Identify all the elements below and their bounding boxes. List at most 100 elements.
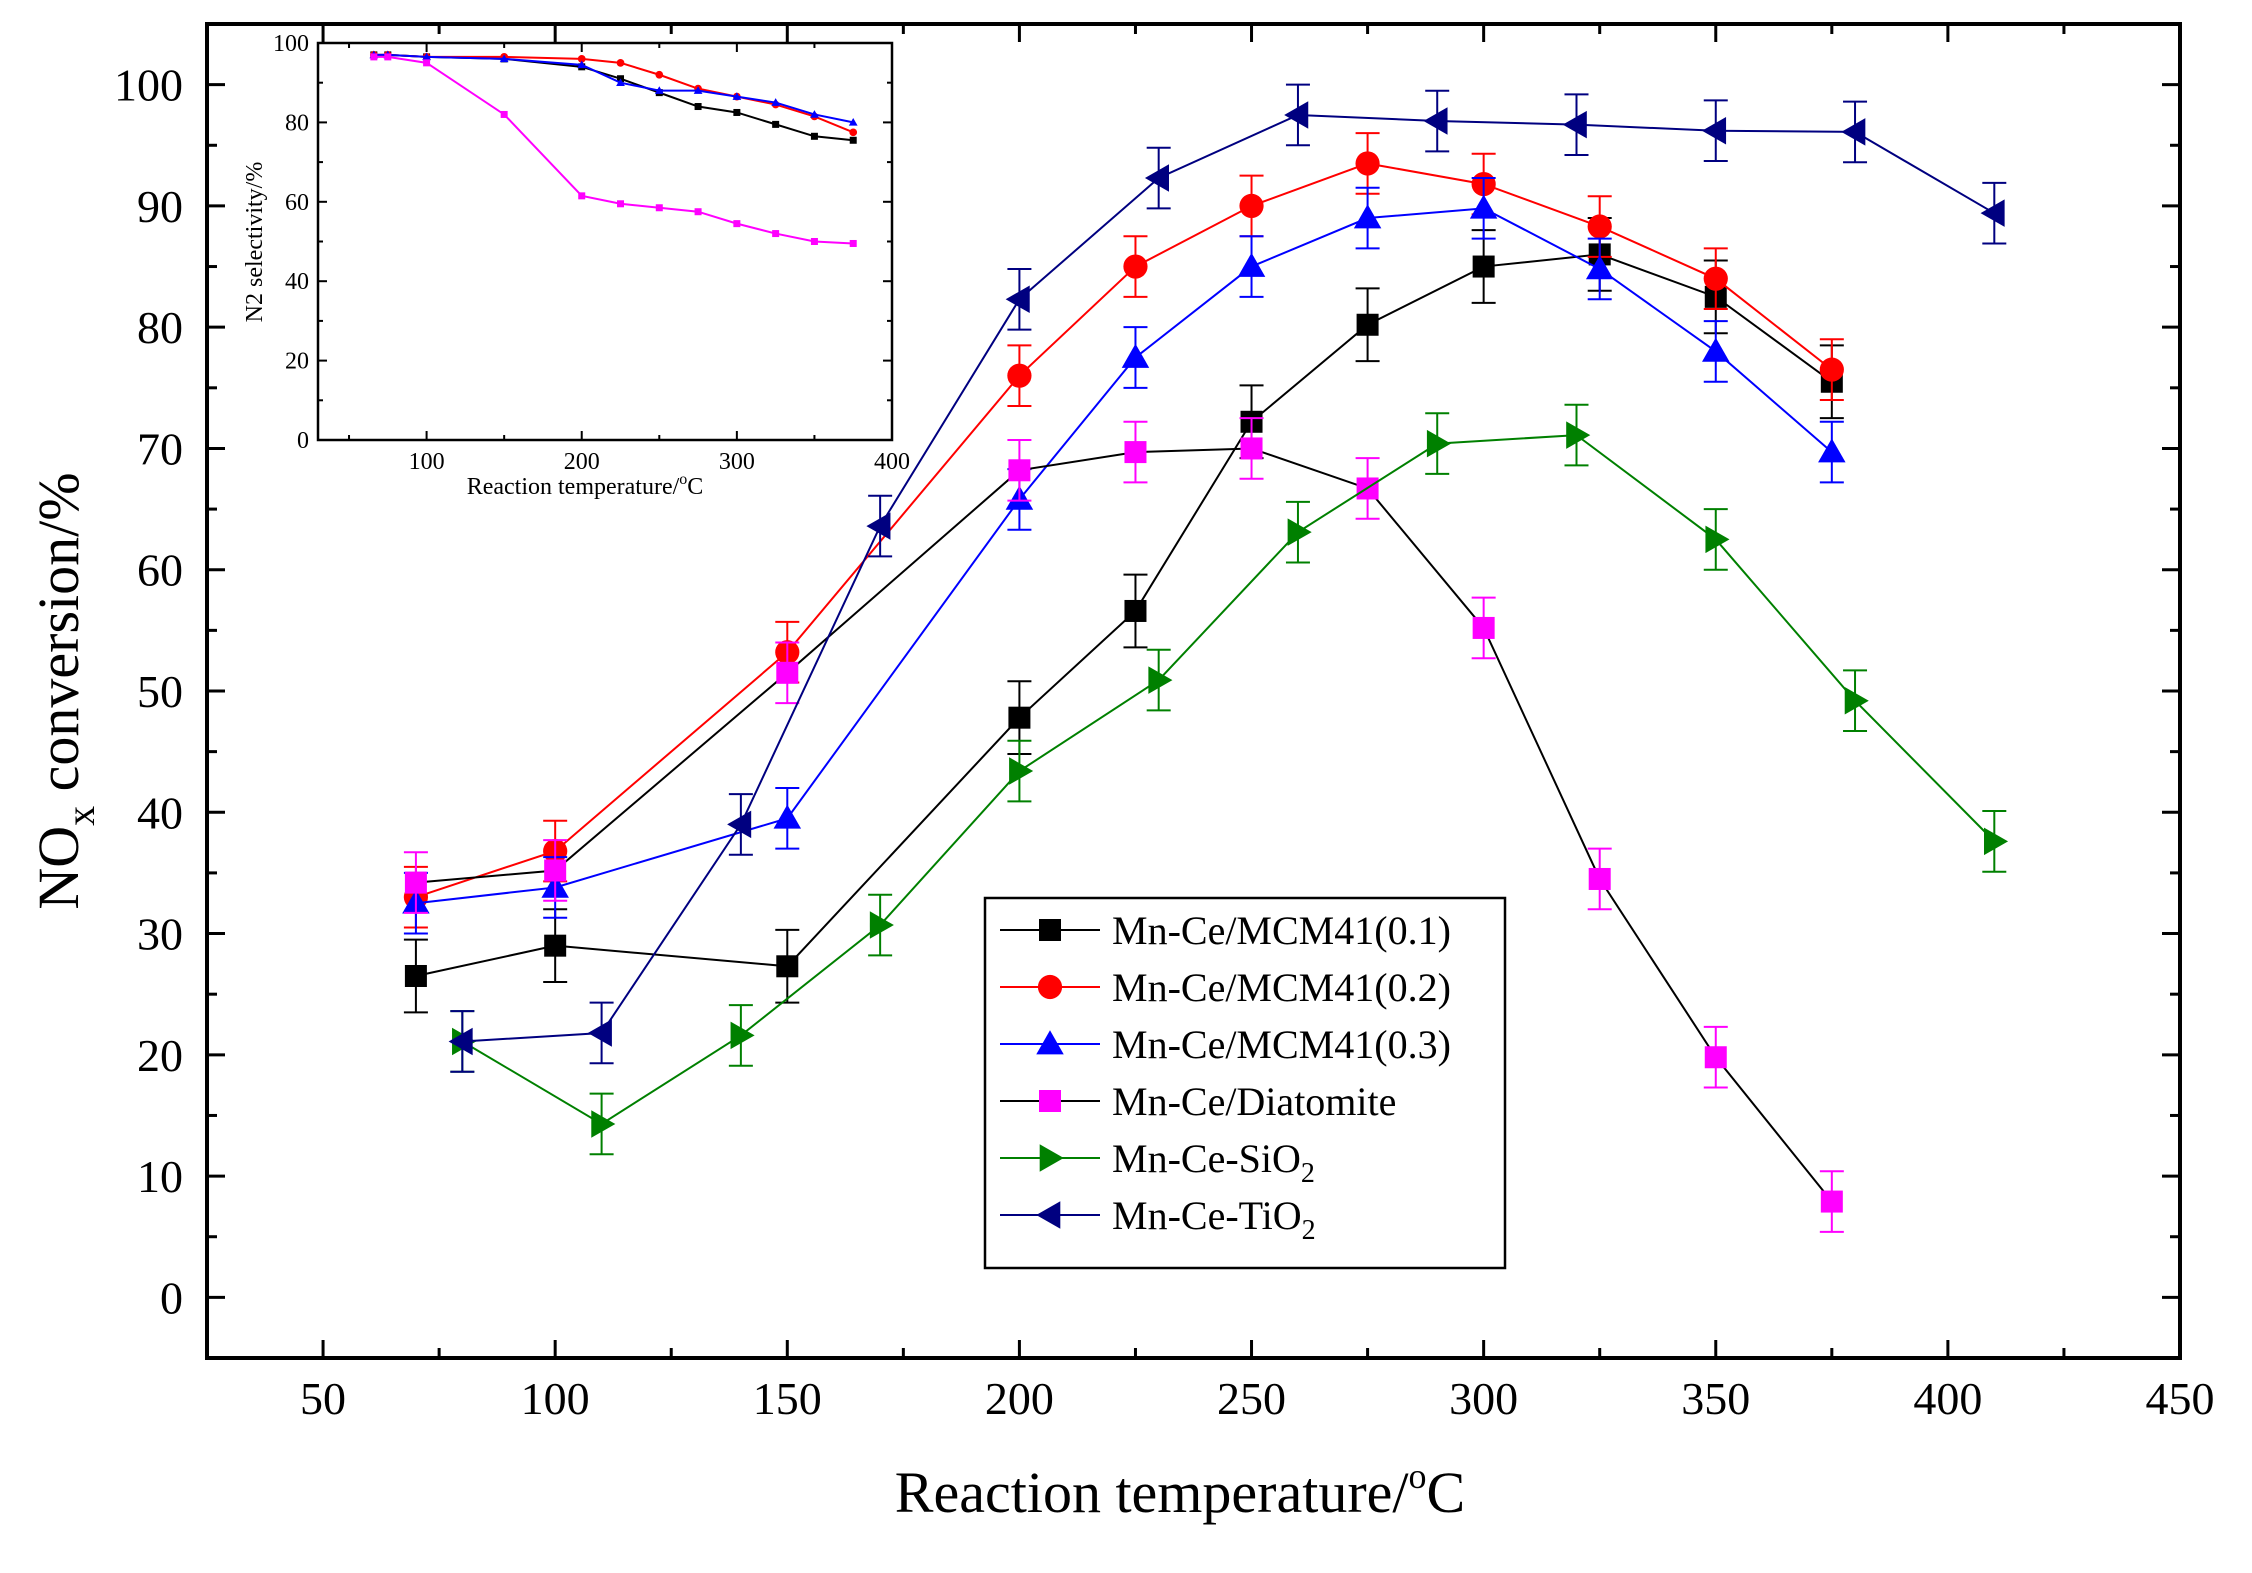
- main-data-point: [1008, 459, 1031, 482]
- inset-data-point: [617, 200, 625, 208]
- main-data-point: [1121, 343, 1150, 368]
- inset-data-point: [655, 204, 663, 212]
- inset-y-tick-label: 40: [285, 269, 309, 295]
- main-data-point: [1005, 285, 1030, 314]
- inset-data-point: [616, 59, 625, 67]
- main-ticks: 50 100 150 200 250 300 350 400 45001020304050607…: [114, 22, 2215, 1424]
- legend-label-text: Mn-Ce-SiO: [1112, 1136, 1301, 1181]
- inset-data-point: [772, 120, 780, 128]
- main-x-axis-title-degree: o: [1409, 1456, 1427, 1496]
- main-data-point: [544, 934, 567, 957]
- main-data-point: [776, 661, 799, 684]
- main-data-point: [1820, 1190, 1843, 1213]
- legend-marker: [1036, 1030, 1064, 1055]
- inset-series-3: [370, 53, 857, 247]
- main-data-point: [1355, 151, 1380, 176]
- main-x-tick-label: 150: [753, 1373, 822, 1424]
- main-data-point: [1588, 867, 1611, 890]
- main-data-point: [404, 871, 427, 894]
- main-x-axis-title-unit: C: [1427, 1460, 1466, 1525]
- main-data-point: [1240, 437, 1263, 460]
- main-data-point: [1148, 666, 1173, 694]
- inset-x-axis-title-degree: o: [679, 471, 687, 488]
- main-series-line: [461, 434, 1996, 1126]
- main-data-point: [1705, 525, 1730, 554]
- main-plot: 50 100 150 200 250 300 350 400 45001020304050607…: [26, 22, 2215, 1525]
- inset-plot: 100 200 300 400 0 20 40 60 80 100 Reaction temper…: [242, 31, 910, 500]
- main-data-point: [1239, 193, 1264, 219]
- inset-y-tick-label: 60: [285, 190, 309, 216]
- legend-marker: [1037, 974, 1063, 1000]
- legend-item-2: Mn-Ce/MCM41(0.3): [1000, 1022, 1451, 1067]
- main-data-point: [448, 1027, 473, 1056]
- inset-y-tick-label: 0: [297, 428, 309, 454]
- inset-data-point: [577, 55, 586, 63]
- main-data-point: [1702, 116, 1727, 145]
- main-y-tick-label: 30: [137, 909, 183, 960]
- inset-y-tick-label: 100: [273, 31, 309, 57]
- main-data-point: [1124, 441, 1147, 464]
- legend-marker: [1036, 1201, 1061, 1229]
- inset-series-line: [373, 53, 854, 124]
- main-series: [402, 83, 2009, 1233]
- main-data-point: [544, 859, 567, 882]
- inset-data-point: [577, 60, 587, 69]
- inset-data-point: [810, 238, 818, 245]
- inset-data-point: [810, 110, 819, 118]
- inset-ticks: 100 200 300 400 0 20 40 60 80 100: [273, 31, 910, 475]
- main-x-tick-label: 400: [1913, 1373, 1982, 1424]
- legend-label: Mn-Ce/Diatomite: [1112, 1079, 1396, 1124]
- inset-x-tick-label: 400: [874, 449, 910, 475]
- inset-data-point: [772, 230, 780, 238]
- main-x-axis-title: Reaction temperature/oC: [895, 1456, 1465, 1525]
- inset-data-point: [423, 59, 431, 67]
- main-data-point: [1844, 686, 1869, 715]
- inset-y-tick-label: 20: [285, 349, 309, 375]
- main-x-tick-label: 300: [1449, 1373, 1518, 1424]
- main-data-point: [1007, 363, 1032, 388]
- main-series-5: [448, 83, 2007, 1073]
- main-data-point: [1702, 337, 1730, 362]
- legend-label-text: Mn-Ce/MCM41(0.2): [1112, 965, 1451, 1010]
- inset-data-point: [499, 54, 509, 63]
- legend-item-0: Mn-Ce/MCM41(0.1): [1000, 908, 1451, 953]
- main-data-point: [1841, 118, 1866, 146]
- legend-item-3: Mn-Ce/Diatomite: [1000, 1079, 1396, 1124]
- main-x-tick-label: 350: [1681, 1373, 1750, 1424]
- main-data-point: [591, 1110, 616, 1138]
- inset-x-tick-label: 200: [564, 449, 600, 475]
- inset-data-point: [655, 70, 664, 79]
- inset-data-point: [693, 86, 703, 94]
- main-data-point: [1980, 199, 2005, 227]
- legend-label-text: Mn-Ce/Diatomite: [1112, 1079, 1396, 1124]
- inset-data-point: [578, 192, 586, 200]
- main-data-point: [730, 1021, 755, 1050]
- main-data-point: [1237, 252, 1266, 277]
- inset-y-tick-label: 80: [285, 110, 309, 136]
- inset-x-axis-title-text: Reaction temperature/: [467, 474, 680, 500]
- main-data-point: [1983, 827, 2009, 856]
- main-data-point: [1472, 616, 1495, 639]
- main-y-axis-title-sub: x: [58, 806, 103, 826]
- main-data-point: [1562, 110, 1587, 139]
- inset-data-point: [694, 208, 702, 216]
- main-data-point: [1818, 438, 1846, 463]
- inset-x-tick-label: 300: [719, 449, 755, 475]
- main-data-point: [1587, 214, 1612, 239]
- main-y-tick-label: 70: [137, 423, 183, 474]
- legend-label-text: Mn-Ce/MCM41(0.1): [1112, 908, 1451, 953]
- legend: Mn-Ce/MCM41(0.1) Mn-Ce/MCM41(0.2) Mn-Ce/MC…: [983, 896, 1507, 1270]
- legend-item-1: Mn-Ce/MCM41(0.2): [1000, 965, 1451, 1010]
- main-series-4: [450, 403, 2009, 1156]
- main-data-point: [1423, 107, 1448, 135]
- legend-label: Mn-Ce/MCM41(0.3): [1112, 1022, 1451, 1067]
- legend-marker: [1039, 1090, 1061, 1112]
- legend-label-text: Mn-Ce-TiO: [1112, 1193, 1302, 1238]
- main-data-point: [587, 1019, 612, 1047]
- inset-data-point: [733, 220, 741, 228]
- main-y-tick-label: 60: [137, 545, 183, 596]
- main-data-point: [1356, 313, 1379, 336]
- main-data-point: [1123, 254, 1148, 279]
- inset-data-point: [810, 132, 818, 140]
- main-x-tick-label: 200: [985, 1373, 1054, 1424]
